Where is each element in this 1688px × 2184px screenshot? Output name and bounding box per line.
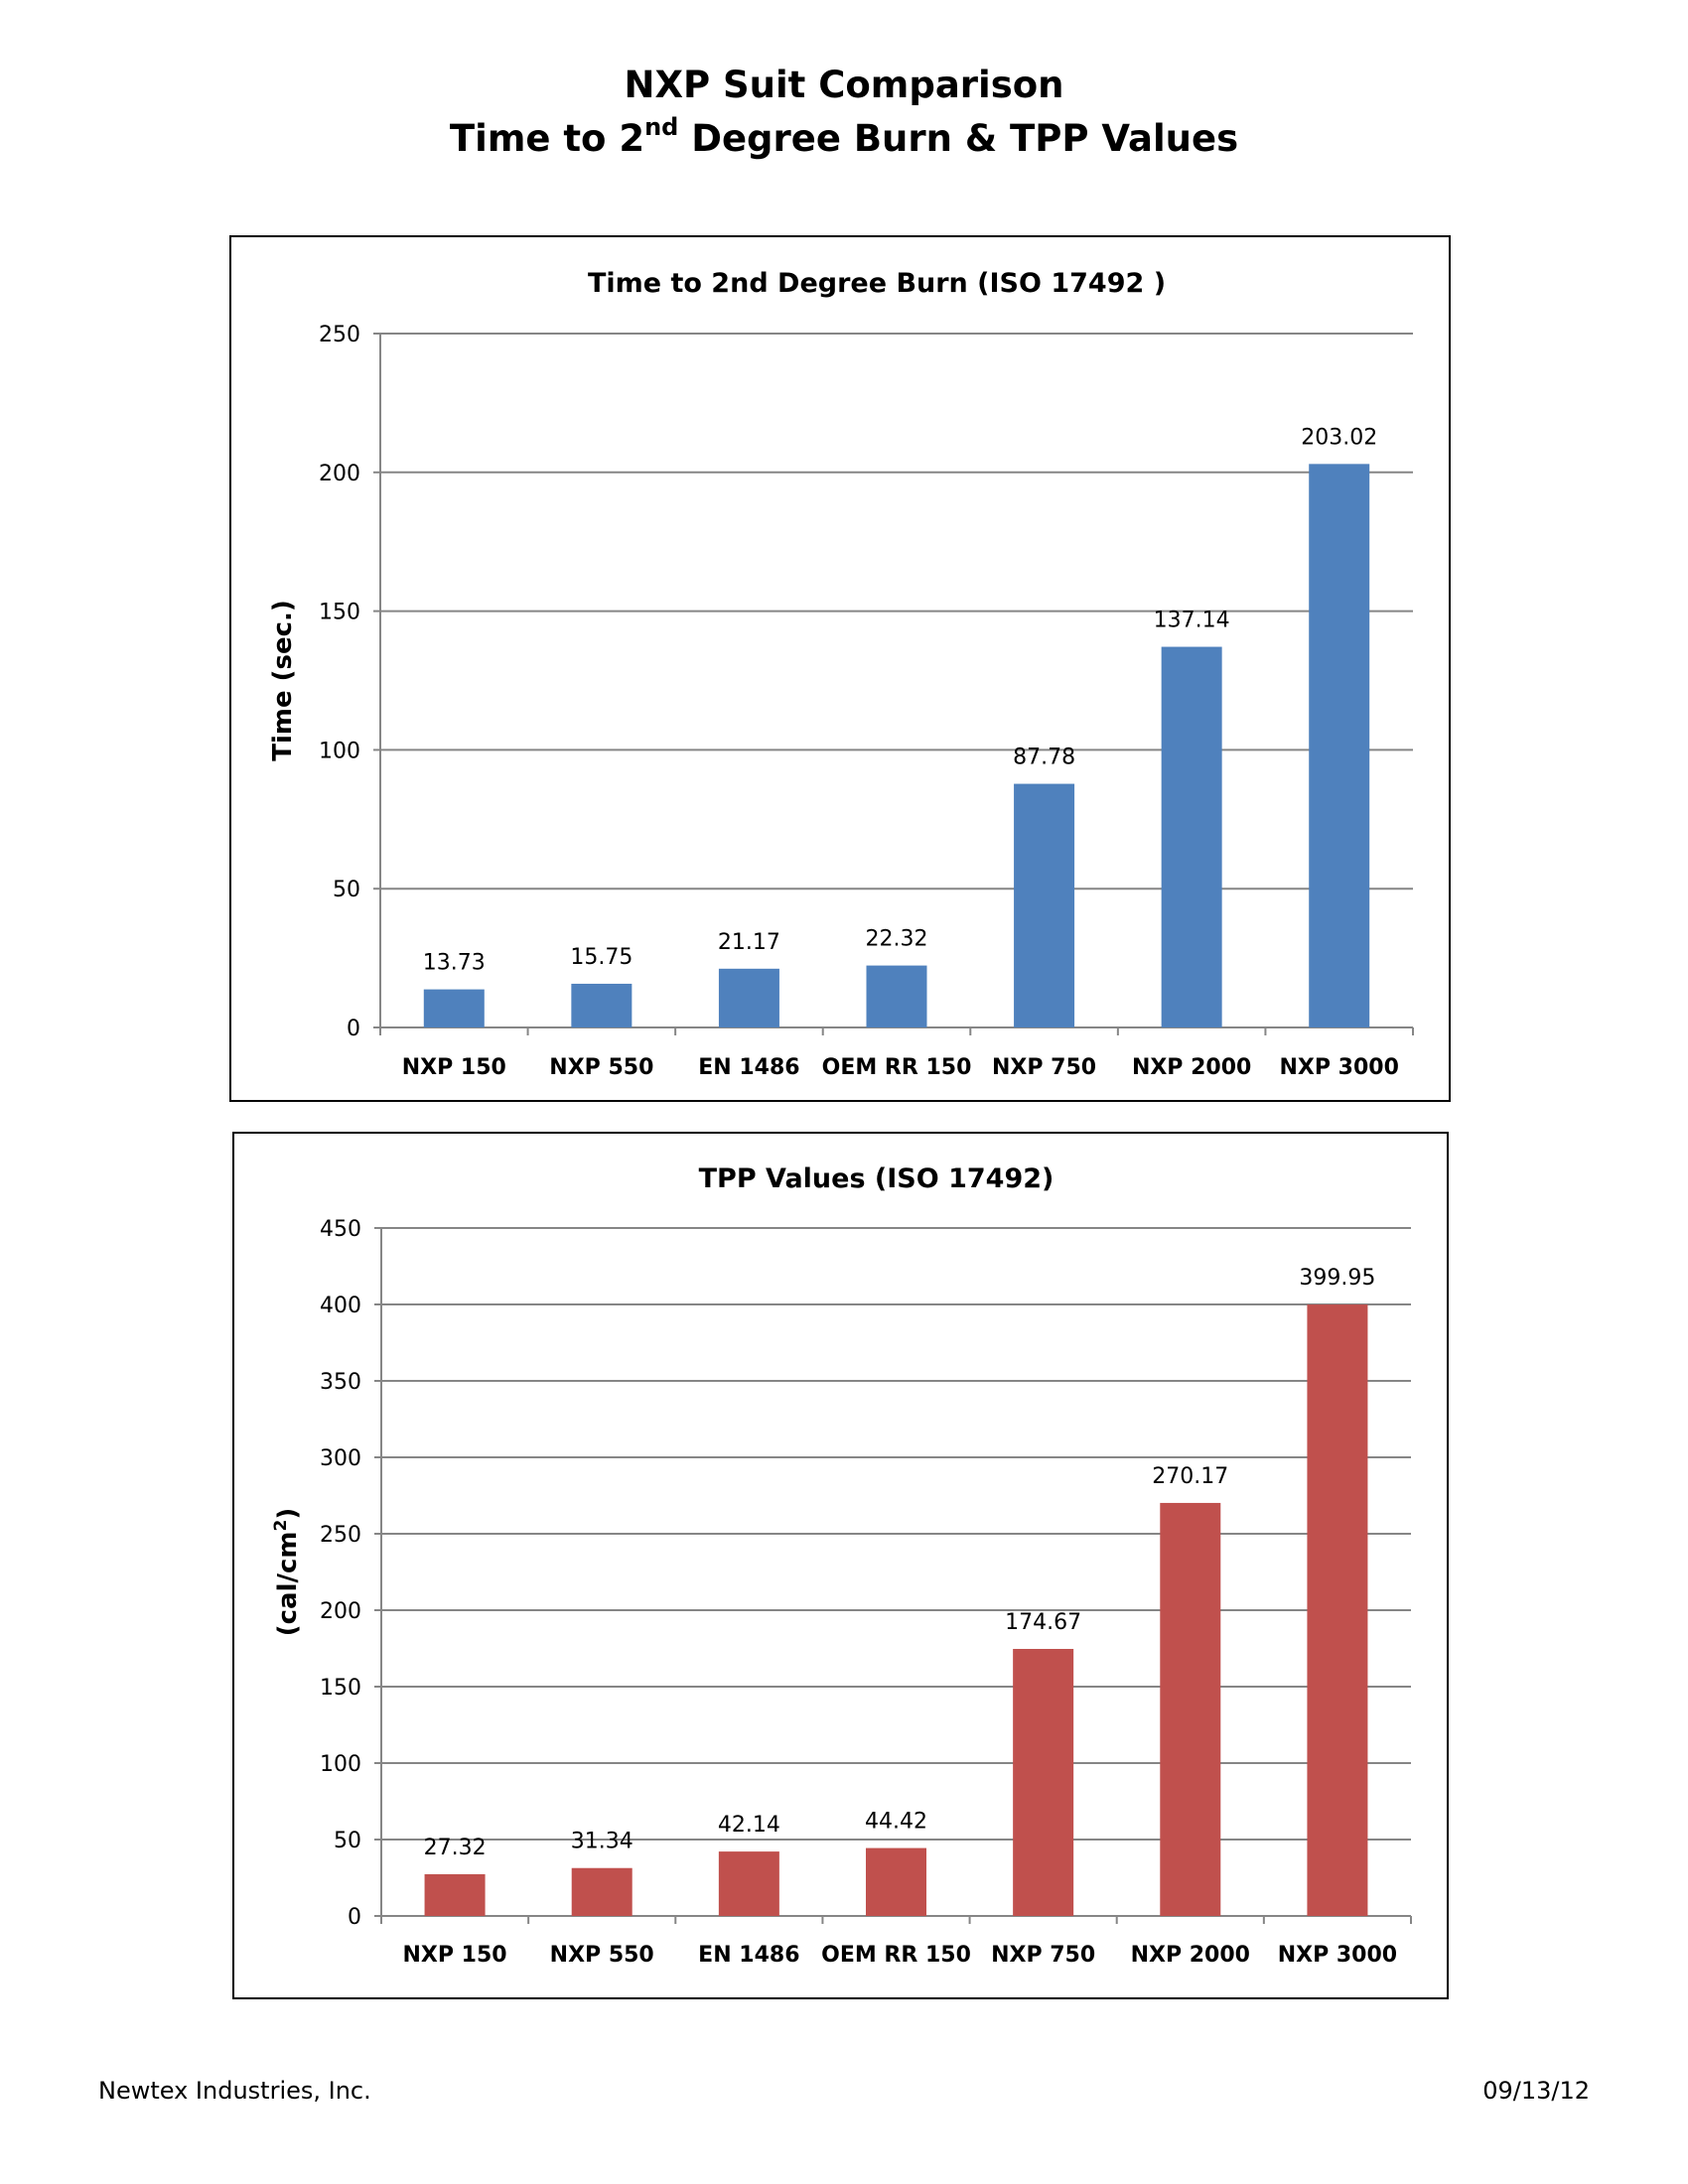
y-tick-label: 100 (319, 739, 360, 763)
page-title: NXP Suit Comparison (624, 64, 1064, 106)
data-label: 27.32 (424, 1836, 487, 1860)
y-axis-label-main: (cal/cm (273, 1531, 303, 1636)
category-label: NXP 150 (402, 1055, 506, 1080)
bar (1309, 464, 1370, 1027)
bar (718, 968, 779, 1027)
data-label: 21.17 (718, 930, 780, 955)
bar (866, 965, 927, 1027)
y-tick-label: 50 (334, 1829, 361, 1853)
data-label: 203.02 (1301, 425, 1377, 450)
data-label: 174.67 (1005, 1610, 1081, 1635)
y-tick-label: 300 (320, 1446, 361, 1471)
subtitle-prefix: Time to 2 (449, 117, 645, 160)
category-label: NXP 550 (550, 1943, 654, 1968)
bar (1161, 646, 1222, 1027)
y-axis-label: (cal/cm2) (271, 1508, 303, 1637)
y-tick-label: 250 (320, 1523, 361, 1548)
data-label: 42.14 (718, 1813, 780, 1838)
category-label: NXP 3000 (1278, 1943, 1397, 1968)
category-label: NXP 150 (403, 1943, 507, 1968)
y-tick-label: 400 (320, 1294, 361, 1318)
y-tick-label: 150 (320, 1676, 361, 1701)
burn-time-chart-svg: Time to 2nd Degree Burn (ISO 17492 ) 0 50 1… (268, 268, 1414, 1080)
bar (571, 983, 633, 1027)
category-label: EN 1486 (698, 1943, 799, 1968)
y-axis-label: Time (sec.) (268, 600, 298, 761)
bar (718, 1851, 779, 1916)
bar (1014, 783, 1075, 1027)
y-tick-label: 450 (320, 1217, 361, 1242)
y-tick-label: 200 (319, 462, 360, 486)
bar (1160, 1502, 1221, 1916)
data-label: 137.14 (1154, 609, 1230, 633)
y-tick-label: 250 (319, 323, 360, 347)
bar (571, 1867, 633, 1916)
y-axis-label-suffix: ) (273, 1508, 303, 1520)
category-label: EN 1486 (698, 1055, 799, 1080)
category-label: NXP 2000 (1132, 1055, 1251, 1080)
bar (866, 1847, 926, 1916)
chart-title: Time to 2nd Degree Burn (ISO 17492 ) (588, 268, 1166, 299)
bar (423, 989, 485, 1027)
bar (1307, 1304, 1368, 1916)
data-label: 270.17 (1152, 1464, 1228, 1489)
category-label: NXP 750 (992, 1055, 1096, 1080)
category-label: NXP 3000 (1280, 1055, 1399, 1080)
bar (1013, 1649, 1074, 1916)
category-label: NXP 2000 (1131, 1943, 1250, 1968)
data-label: 44.42 (865, 1810, 927, 1835)
footer-company: Newtex Industries, Inc. (98, 2077, 371, 2105)
y-tick-label: 0 (348, 1905, 361, 1930)
data-label: 31.34 (571, 1830, 633, 1854)
burn-time-chart: Time to 2nd Degree Burn (ISO 17492 ) 0 50 1… (229, 235, 1451, 1102)
data-label: 87.78 (1013, 746, 1075, 770)
y-axis-label-main: Time (sec.) (268, 600, 298, 761)
y-tick-label: 100 (320, 1752, 361, 1777)
category-label: OEM RR 150 (822, 1055, 972, 1080)
y-tick-label: 350 (320, 1370, 361, 1395)
y-tick-label: 50 (333, 878, 360, 902)
data-label: 399.95 (1299, 1266, 1375, 1291)
tpp-values-chart-svg: TPP Values (ISO 17492) 0 50 100 150 200 250 300… (271, 1163, 1412, 1968)
subtitle-suffix: Degree Burn & TPP Values (678, 117, 1239, 160)
data-label: 15.75 (570, 945, 633, 970)
bar (424, 1873, 486, 1916)
y-tick-label: 150 (319, 601, 360, 625)
footer-date: 09/13/12 (1482, 2077, 1590, 2105)
page-subtitle: Time to 2nd Degree Burn & TPP Values (0, 115, 1688, 160)
data-label: 22.32 (866, 927, 928, 952)
tpp-values-chart: TPP Values (ISO 17492) 0 50 100 150 200 250 300… (232, 1132, 1449, 1999)
y-tick-label: 0 (347, 1017, 360, 1041)
chart-title: TPP Values (ISO 17492) (699, 1163, 1055, 1194)
data-label: 13.73 (423, 951, 486, 976)
category-label: OEM RR 150 (821, 1943, 971, 1968)
category-label: NXP 750 (991, 1943, 1095, 1968)
category-label: NXP 550 (549, 1055, 653, 1080)
y-tick-label: 200 (320, 1599, 361, 1624)
y-axis-label-superscript: 2 (271, 1520, 291, 1532)
subtitle-superscript: nd (644, 113, 679, 141)
